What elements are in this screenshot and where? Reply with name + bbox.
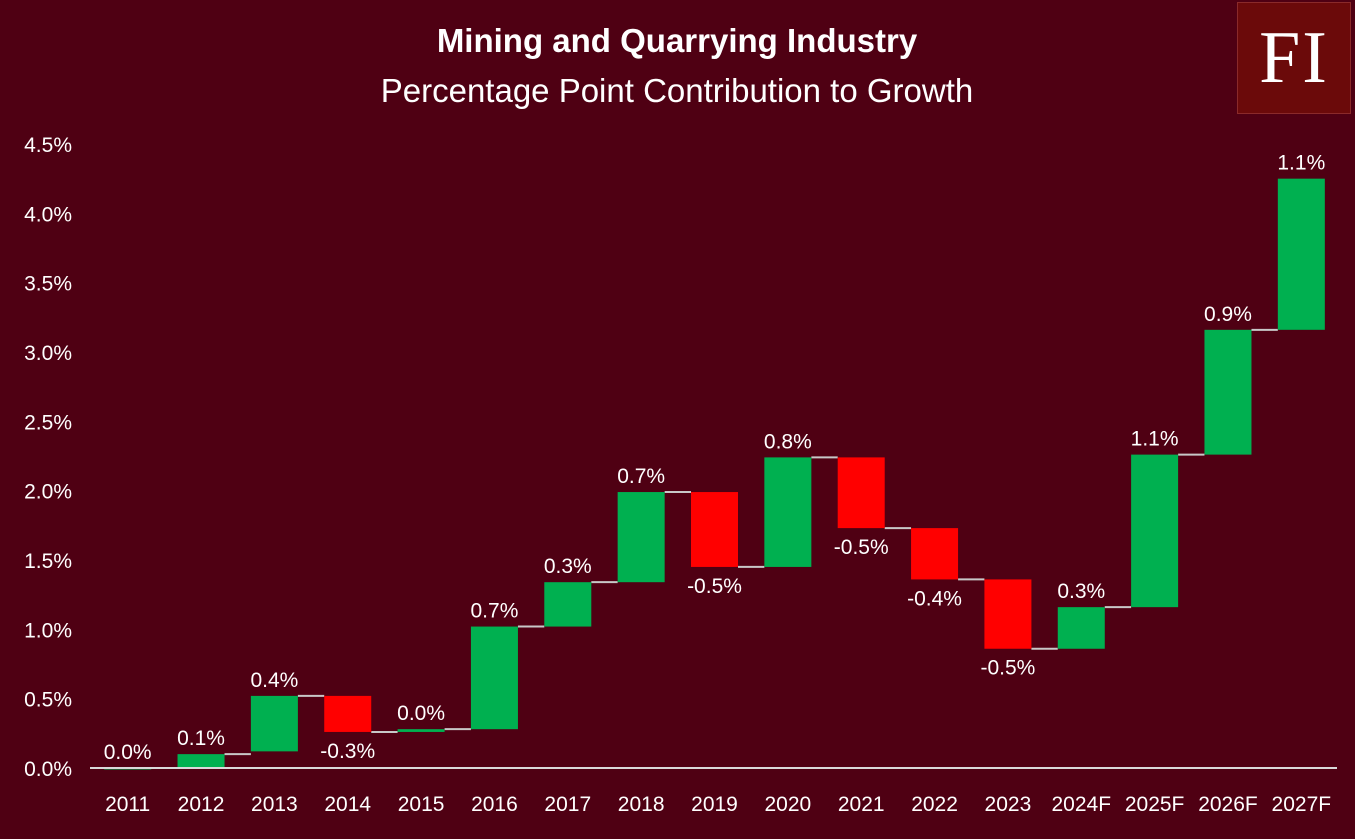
x-tick-label: 2025F	[1125, 793, 1185, 816]
x-tick-label: 2020	[764, 793, 811, 816]
data-label: 0.3%	[1057, 580, 1105, 603]
data-label: -0.5%	[980, 657, 1035, 680]
data-label: 1.1%	[1277, 152, 1325, 175]
x-tick-label: 2023	[985, 793, 1032, 816]
y-tick-label: 0.5%	[24, 689, 72, 712]
bar-2014	[324, 695, 372, 732]
bar-2022	[911, 528, 959, 580]
y-tick-label: 2.5%	[24, 411, 72, 434]
y-tick-label: 4.0%	[24, 203, 72, 226]
bar-2024f	[1057, 607, 1105, 649]
data-label: -0.5%	[834, 536, 889, 559]
bar-2021	[837, 457, 885, 529]
data-label: 1.1%	[1131, 428, 1179, 451]
bar-2016	[470, 626, 518, 730]
bar-2020	[764, 457, 812, 567]
x-tick-label: 2011	[105, 793, 150, 816]
y-tick-label: 3.0%	[24, 342, 72, 365]
x-tick-label: 2017	[544, 793, 591, 816]
y-axis: 0.0% 0.5% 1.0% 1.5% 2.0% 2.5% 3.0% 3.5% 4.0% 4.5%	[24, 134, 72, 781]
y-tick-label: 1.0%	[24, 619, 72, 642]
x-tick-label: 2016	[471, 793, 518, 816]
data-label: 0.0%	[397, 702, 445, 725]
y-tick-label: 3.5%	[24, 273, 72, 296]
bar-2027f	[1277, 178, 1325, 330]
x-tick-label: 2013	[251, 793, 298, 816]
x-tick-label: 2027F	[1272, 793, 1332, 816]
bar-2019	[691, 492, 738, 567]
x-tick-label: 2018	[618, 793, 665, 816]
bar-2015	[397, 729, 445, 732]
fi-logo: FI	[1237, 2, 1351, 114]
data-label: 0.7%	[617, 465, 665, 488]
data-label: -0.5%	[687, 575, 742, 598]
data-label: 0.9%	[1204, 303, 1252, 326]
data-label: 0.4%	[250, 669, 298, 692]
bars	[104, 178, 1325, 770]
data-label: -0.4%	[907, 587, 962, 610]
x-tick-label: 2022	[911, 793, 958, 816]
x-tick-label: 2024F	[1051, 793, 1111, 816]
connectors	[151, 328, 1278, 769]
bar-2017	[544, 582, 592, 627]
x-axis: 2011 2012 2013 2014 2015 2016 2017 2018 2019 2020…	[105, 793, 1331, 816]
x-tick-label: 2021	[838, 793, 885, 816]
bar-2013	[250, 695, 298, 752]
data-label: 0.7%	[471, 600, 519, 623]
y-tick-label: 2.0%	[24, 481, 72, 504]
chart-title: Mining and Quarrying Industry	[437, 22, 918, 59]
bar-2012	[177, 754, 225, 768]
data-label: 0.3%	[544, 555, 592, 578]
chart-subtitle: Percentage Point Contribution to Growth	[381, 72, 974, 109]
data-label: -0.3%	[320, 740, 375, 763]
y-tick-label: 0.0%	[24, 758, 72, 781]
bar-2023	[984, 579, 1032, 649]
x-tick-label: 2014	[324, 793, 371, 816]
data-label: 0.0%	[104, 741, 152, 764]
x-tick-label: 2015	[398, 793, 445, 816]
data-label: 0.8%	[764, 430, 812, 453]
x-tick-label: 2026F	[1198, 793, 1258, 816]
x-tick-label: 2019	[691, 793, 738, 816]
bar-2018	[617, 492, 665, 583]
logo-text: FI	[1259, 17, 1329, 99]
y-tick-label: 4.5%	[24, 134, 72, 157]
bar-2026f	[1204, 329, 1252, 455]
data-label: 0.1%	[177, 727, 225, 750]
x-tick-label: 2012	[178, 793, 225, 816]
data-labels: 0.0% 0.1% 0.4% -0.3% 0.0% 0.7% 0.3% 0.7% -0.5% 0.…	[104, 152, 1326, 764]
bar-2025f	[1131, 454, 1179, 608]
y-tick-label: 1.5%	[24, 550, 72, 573]
